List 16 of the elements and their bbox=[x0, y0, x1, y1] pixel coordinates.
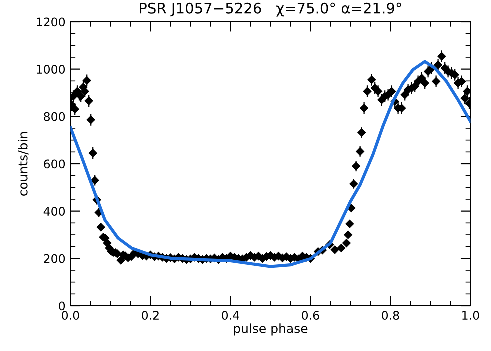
x-tick-label: 0.6 bbox=[302, 311, 320, 320]
x-tick-label: 0.8 bbox=[382, 311, 400, 320]
y-tick-label: 400 bbox=[44, 207, 66, 216]
x-axis-title: pulse phase bbox=[234, 324, 308, 336]
x-tick-label: 0.4 bbox=[222, 311, 240, 320]
y-axis-title: counts/bin bbox=[18, 132, 29, 196]
x-tick-label: 1.0 bbox=[462, 311, 480, 320]
x-tick-label: 0.2 bbox=[142, 311, 159, 320]
y-tick-label: 1000 bbox=[37, 65, 66, 74]
y-tick-label: 0 bbox=[59, 302, 66, 311]
y-tick-label: 200 bbox=[44, 254, 66, 264]
y-tick-label: 800 bbox=[44, 112, 66, 122]
chart-title: PSR J1057−5226 χ=75.0° α=21.9° bbox=[140, 2, 402, 17]
y-tick-label: 600 bbox=[44, 160, 66, 169]
y-tick-label: 1200 bbox=[37, 18, 66, 27]
x-tick-label: 0.0 bbox=[62, 311, 80, 320]
